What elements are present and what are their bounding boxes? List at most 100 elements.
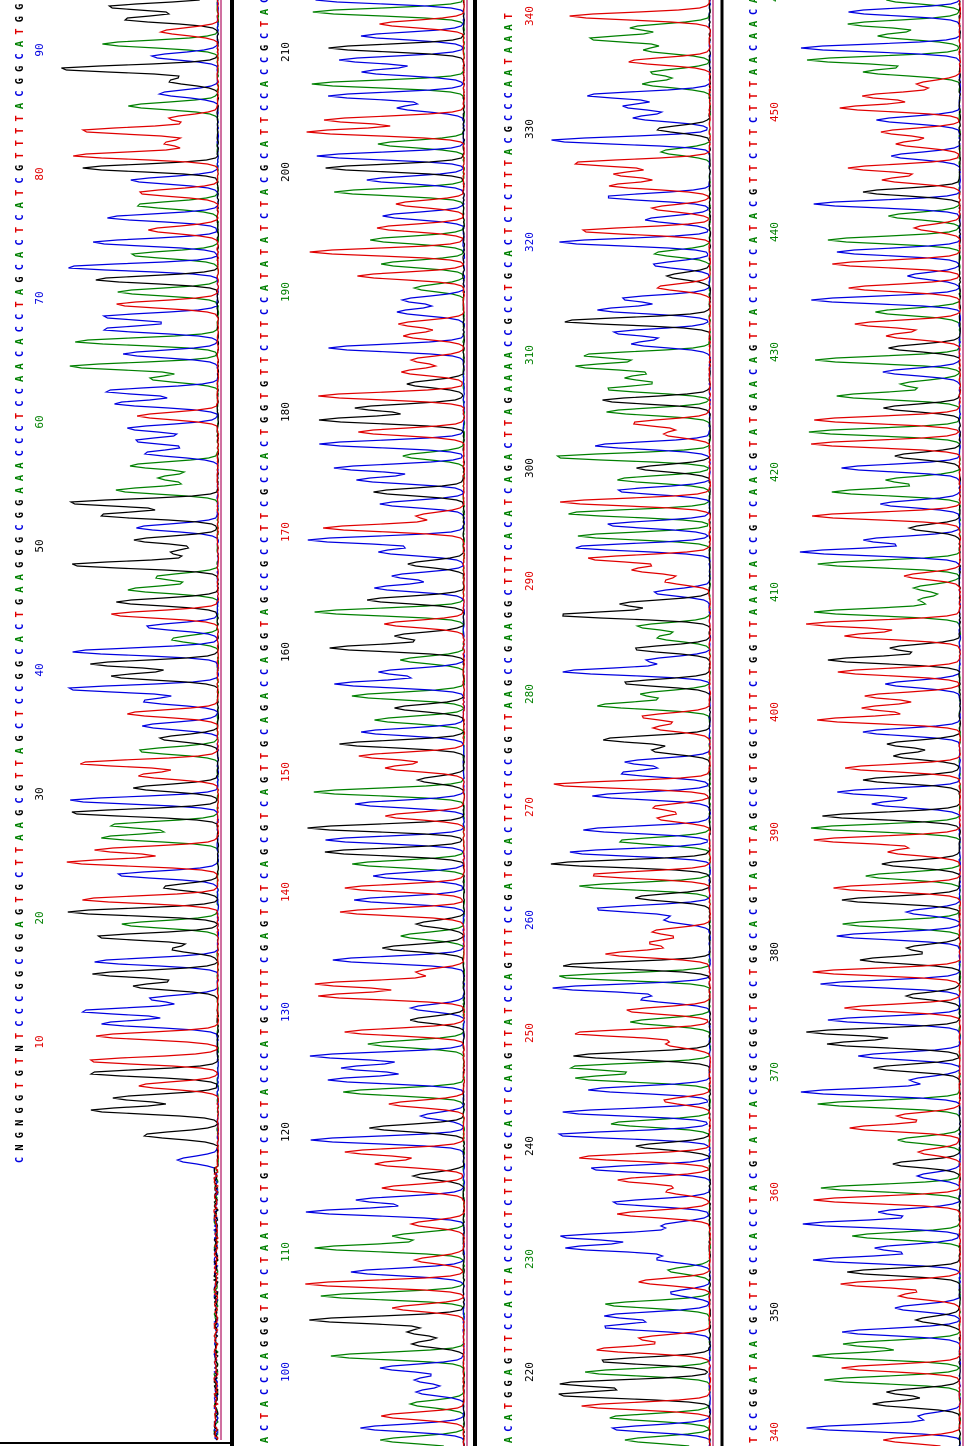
base-call: C [259, 69, 271, 75]
base-call: T [503, 940, 515, 946]
base-call: C [14, 686, 26, 692]
base-call: T [503, 228, 515, 234]
base-call: A [748, 824, 760, 831]
base-call: A [14, 474, 26, 481]
base-call: A [748, 308, 760, 315]
position-number: 110 [279, 1242, 292, 1262]
base-call: T [14, 1058, 26, 1064]
base-call: T [503, 815, 515, 821]
base-call: G [748, 657, 760, 663]
base-call: C [14, 958, 26, 964]
base-call: A [503, 148, 515, 155]
base-call: C [259, 549, 271, 555]
base-call: T [259, 129, 271, 135]
base-call: C [259, 309, 271, 315]
base-call: G [14, 909, 26, 915]
base-call: T [259, 333, 271, 339]
base-call: T [503, 1177, 515, 1183]
base-call: C [259, 873, 271, 879]
position-number: 60 [33, 415, 46, 428]
base-call: A [259, 1352, 271, 1359]
base-call: A [259, 788, 271, 795]
position-number: 130 [279, 1002, 292, 1022]
base-call: A [503, 374, 515, 381]
base-call: C [748, 297, 760, 303]
base-call: C [748, 681, 760, 687]
base-call: T [748, 969, 760, 975]
base-call: T [259, 1413, 271, 1419]
base-call: A [14, 338, 26, 345]
base-call: G [748, 1041, 760, 1047]
base-call: G [14, 562, 26, 568]
base-call: T [259, 513, 271, 519]
position-number: 380 [768, 942, 781, 962]
base-call: C [259, 801, 271, 807]
position-number: 120 [279, 1122, 292, 1142]
base-call: C [503, 1245, 515, 1251]
base-call: G [259, 1125, 271, 1131]
base-call: A [14, 586, 26, 593]
base-call: T [503, 872, 515, 878]
base-call: T [259, 321, 271, 327]
base-call: A [14, 462, 26, 469]
base-call: G [14, 785, 26, 791]
base-call: G [503, 318, 515, 324]
base-call: T [748, 93, 760, 99]
base-call: G [503, 748, 515, 754]
base-call: G [503, 1392, 515, 1398]
base-call: G [259, 633, 271, 639]
base-call: G [748, 1401, 760, 1407]
base-call: A [503, 408, 515, 415]
base-call: G [748, 1029, 760, 1035]
base-call: G [14, 599, 26, 605]
base-call: G [259, 1317, 271, 1323]
base-call: T [14, 896, 26, 902]
base-call: A [748, 56, 760, 63]
base-call: C [748, 1209, 760, 1215]
base-call: A [14, 288, 26, 295]
base-call: T [259, 1257, 271, 1263]
base-call: T [259, 993, 271, 999]
base-call: T [259, 1305, 271, 1311]
base-call: C [14, 90, 26, 96]
base-call: T [259, 909, 271, 915]
base-call: C [748, 789, 760, 795]
base-call: C [259, 1365, 271, 1371]
base-call: G [748, 1065, 760, 1071]
base-call: C [259, 153, 271, 159]
base-call: A [503, 250, 515, 257]
base-call: C [259, 729, 271, 735]
base-call: C [14, 1020, 26, 1026]
base-call: T [259, 273, 271, 279]
base-call: G [14, 276, 26, 282]
base-call: G [503, 736, 515, 742]
base-call: T [748, 417, 760, 423]
base-call: C [14, 314, 26, 320]
base-call: G [14, 946, 26, 952]
base-call: C [748, 909, 760, 915]
base-call: T [259, 357, 271, 363]
position-number: 160 [279, 642, 292, 662]
base-call: C [748, 273, 760, 279]
base-call: C [14, 1157, 26, 1163]
position-number: 460 [768, 0, 781, 2]
base-call: T [259, 1185, 271, 1191]
base-call: T [259, 117, 271, 123]
base-call: T [503, 284, 515, 290]
base-call: C [503, 488, 515, 494]
base-call: G [259, 741, 271, 747]
base-call: C [259, 465, 271, 471]
base-call: T [748, 1005, 760, 1011]
base-call: T [259, 981, 271, 987]
base-call: C [503, 307, 515, 313]
base-call: T [259, 1281, 271, 1287]
base-call: C [259, 57, 271, 63]
base-call: C [14, 797, 26, 803]
base-call: A [503, 453, 515, 460]
base-call: A [748, 488, 760, 495]
base-call: A [14, 40, 26, 47]
position-number: 350 [768, 1302, 781, 1322]
base-call: T [503, 205, 515, 211]
position-number: 20 [33, 911, 46, 924]
base-call: T [748, 1149, 760, 1155]
